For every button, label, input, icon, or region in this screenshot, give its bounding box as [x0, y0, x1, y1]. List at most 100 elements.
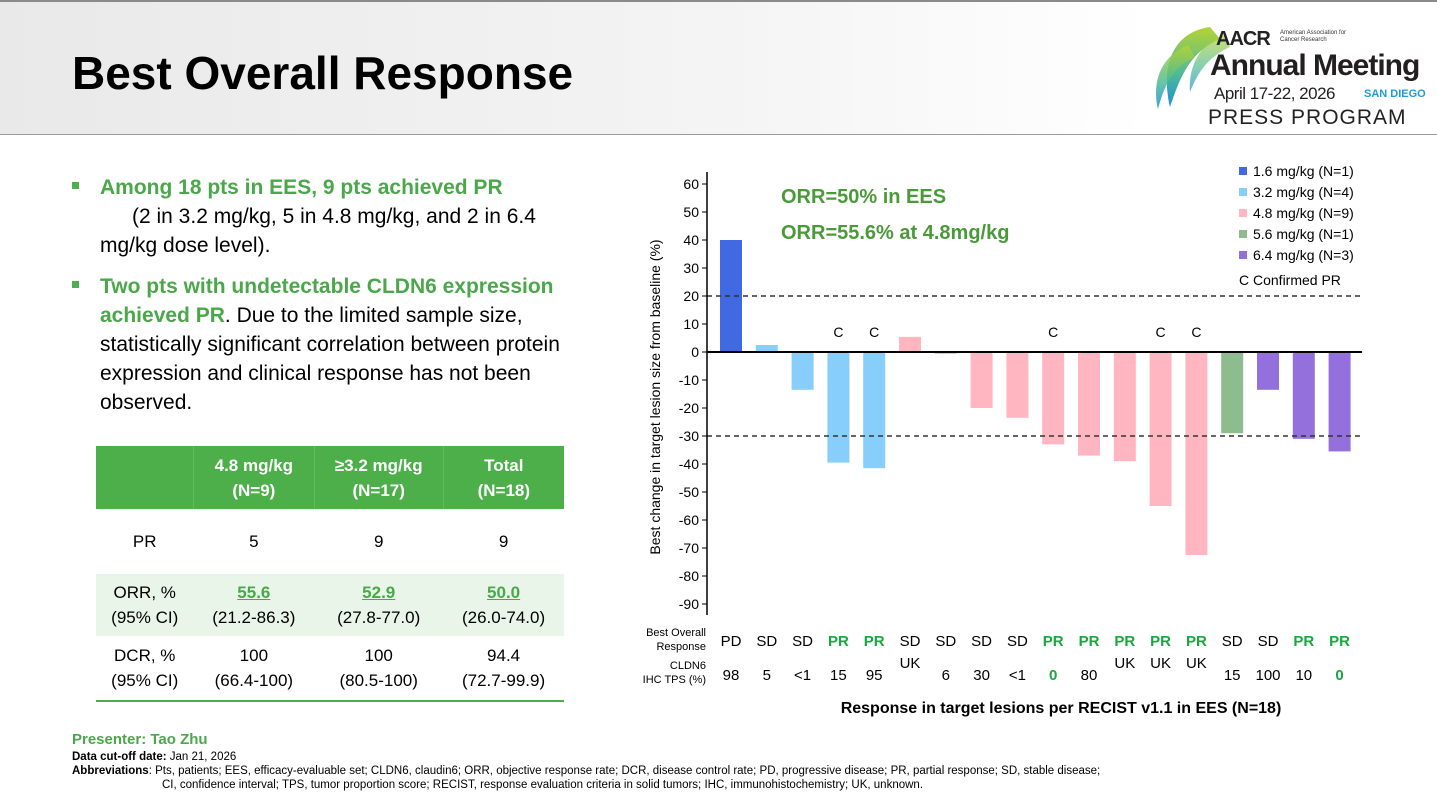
bar [1149, 352, 1172, 506]
tps-label: 0 [1049, 667, 1057, 684]
bar [1328, 352, 1351, 452]
table-header-row: 4.8 mg/kg (N=9) ≥3.2 mg/kg (N=17) Total (N=… [96, 446, 564, 509]
bar [1006, 352, 1029, 418]
y-tick-label: -10 [679, 372, 699, 388]
logo-program: PRESS PROGRAM [1208, 106, 1407, 129]
aacr-logo: AACR American Association for Cancer Res… [1150, 12, 1437, 132]
row-label-response: Response [656, 641, 706, 653]
legend-swatch [1239, 167, 1247, 175]
response-label: PR [1329, 633, 1350, 650]
abbreviations-cont: CI, confidence interval; TPS, tumor prop… [162, 779, 924, 791]
tps-label: 100 [1255, 667, 1280, 684]
y-axis-label: Best change in target lesion size from b… [647, 239, 663, 554]
tps-label: 98 [723, 667, 740, 684]
tps-label: <1 [1009, 667, 1026, 684]
tps-label: 10 [1295, 667, 1312, 684]
tps-label: 0 [1335, 667, 1343, 684]
bar [755, 345, 778, 352]
bar [1292, 352, 1315, 439]
legend-swatch [1239, 209, 1247, 217]
y-tick-label: -70 [679, 540, 699, 556]
tps-label: UK [1186, 655, 1207, 672]
slide-header: Best Overall Response AACR American Asso… [0, 0, 1437, 135]
row-label-response: Best Overall [646, 627, 706, 639]
row-label: PR [132, 532, 157, 551]
legend-label: 4.8 mg/kg (N=9) [1253, 205, 1354, 221]
y-tick-label: -90 [679, 596, 699, 612]
y-tick-label: 10 [683, 316, 699, 332]
response-label: SD [900, 633, 921, 650]
x-axis-label: Response in target lesions per RECIST v1… [841, 700, 1282, 717]
bar [863, 352, 886, 469]
bullet-text: (2 in 3.2 mg/kg, 5 in 4.8 mg/kg, and 2 i… [100, 205, 536, 257]
bullet-item: Among 18 pts in EES, 9 pts achieved PR (… [72, 173, 592, 260]
y-tick-label: 20 [683, 288, 699, 304]
response-label: PR [1079, 633, 1100, 650]
logo-org-full: American Association for Cancer Research [1280, 30, 1347, 43]
table-cell: 50.0 (26.0-74.0) [443, 574, 564, 636]
response-label: PR [1150, 633, 1171, 650]
confirmed-marker: C [1048, 324, 1058, 340]
table-cell: 52.9 (27.8-77.0) [314, 574, 444, 636]
legend-swatch [1239, 188, 1247, 196]
bullet-list: Among 18 pts in EES, 9 pts achieved PR (… [72, 173, 592, 429]
orr-annotation: ORR=55.6% at 4.8mg/kg [781, 222, 1009, 244]
table-cell: 100 (66.4-100) [193, 636, 315, 702]
legend-label: 6.4 mg/kg (N=3) [1253, 247, 1354, 263]
response-label: SD [1258, 633, 1279, 650]
table-cell: 9 [498, 532, 509, 551]
response-label: SD [971, 633, 992, 650]
row-label-tps: CLDN6 [670, 660, 706, 672]
orr-annotation: ORR=50% in EES [781, 186, 946, 208]
legend-label: 1.6 mg/kg (N=1) [1253, 163, 1354, 179]
tps-label: 15 [830, 667, 847, 684]
table-cell: 55.6 (21.2-86.3) [193, 574, 315, 636]
legend-label: 5.6 mg/kg (N=1) [1253, 226, 1354, 242]
tps-label: 6 [942, 667, 950, 684]
y-tick-label: 30 [683, 260, 699, 276]
tps-label: UK [1114, 655, 1135, 672]
response-label: PR [1043, 633, 1064, 650]
table-row: DCR, % (95% CI) 100 (66.4-100) 100 (80.5-10… [96, 636, 564, 702]
logo-location: SAN DIEGO [1364, 88, 1426, 100]
bar [1185, 352, 1208, 555]
legend-confirmed-label: C Confirmed PR [1239, 272, 1341, 288]
response-label: SD [1222, 633, 1243, 650]
y-tick-label: 60 [683, 176, 699, 192]
table-header: Total (N=18) [442, 446, 564, 509]
bar [791, 352, 814, 390]
bullet-item: Two pts with undetectable CLDN6 expressi… [72, 272, 592, 417]
bullet-highlight: Among 18 pts in EES, 9 pts achieved PR [100, 176, 503, 199]
table-cell: 5 [249, 532, 259, 551]
response-label: PR [1293, 633, 1314, 650]
presenter: Presenter: Tao Zhu [72, 731, 208, 748]
bar [1042, 352, 1065, 445]
bullet-square-icon [72, 182, 79, 189]
tps-label: <1 [794, 667, 811, 684]
bullet-highlight: Two pts with undetectable CLDN6 expressi… [100, 275, 554, 327]
tps-label: 15 [1224, 667, 1241, 684]
row-label: ORR, % (95% CI) [96, 574, 194, 636]
table-header: ≥3.2 mg/kg (N=17) [313, 446, 444, 509]
logo-dates: April 17-22, 2026 [1214, 84, 1335, 103]
logo-event: Annual Meeting [1210, 49, 1420, 82]
y-tick-label: -30 [679, 428, 699, 444]
confirmed-marker: C [833, 324, 843, 340]
bar [899, 336, 921, 352]
confirmed-marker: C [1156, 324, 1166, 340]
y-tick-label: -60 [679, 512, 699, 528]
bullet-square-icon [72, 281, 79, 288]
y-tick-label: -40 [679, 456, 699, 472]
table-row: PR 5 9 9 [96, 509, 564, 574]
response-label: PR [1114, 633, 1135, 650]
confirmed-marker: C [1191, 324, 1201, 340]
table-cell: 100 (80.5-100) [314, 636, 444, 702]
response-table: 4.8 mg/kg (N=9) ≥3.2 mg/kg (N=17) Total (N=… [96, 446, 564, 702]
abbreviations: Abbreviations: Pts, patients; EES, effic… [72, 765, 1101, 777]
tps-label: 5 [763, 667, 771, 684]
cutoff-date: Data cut-off date: Jan 21, 2026 [72, 751, 237, 763]
table-row: ORR, % (95% CI) 55.6 (21.2-86.3) 52.9 (27.8… [96, 574, 564, 636]
row-label: DCR, % (95% CI) [96, 636, 194, 702]
table-cell: 9 [373, 532, 384, 551]
